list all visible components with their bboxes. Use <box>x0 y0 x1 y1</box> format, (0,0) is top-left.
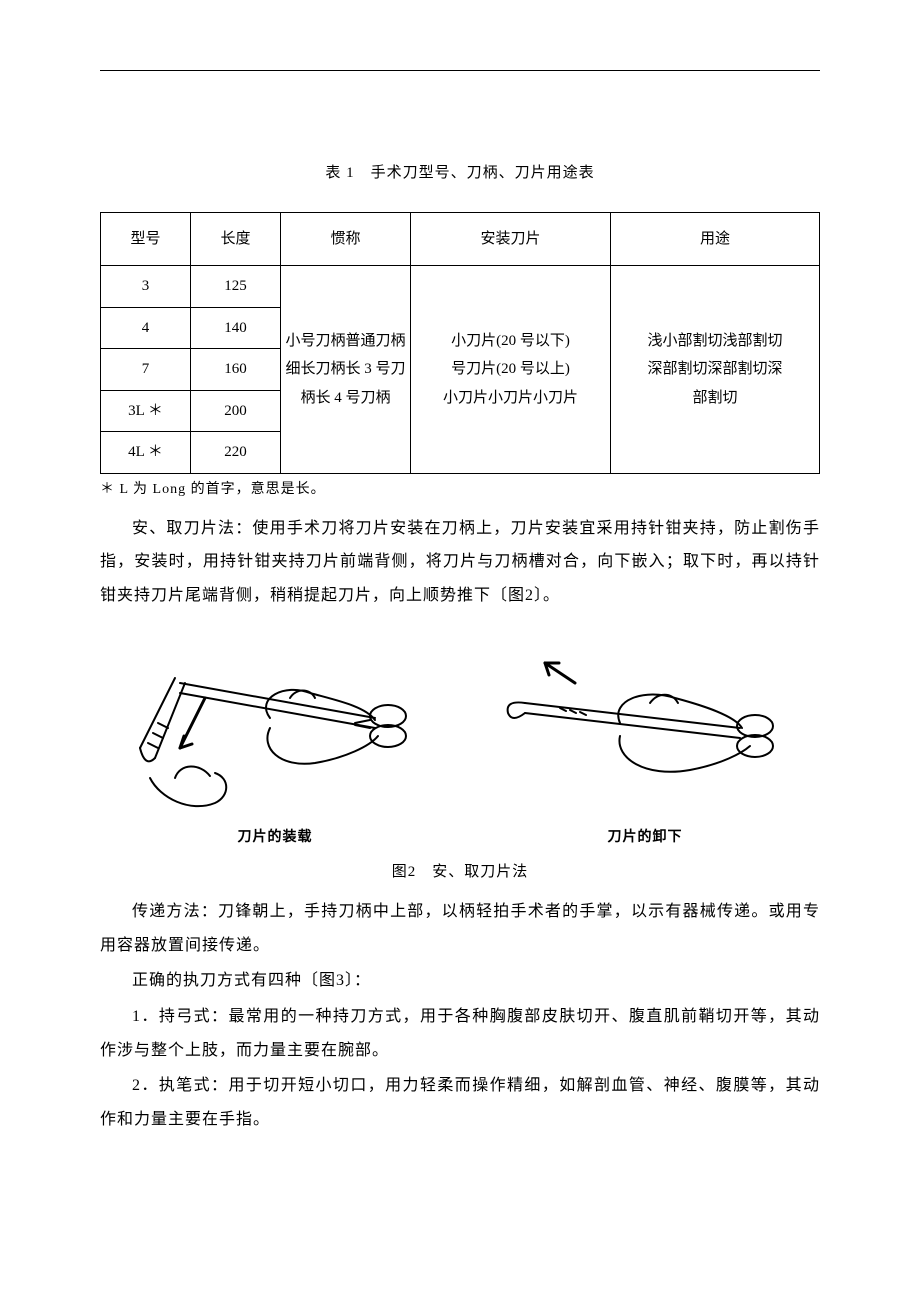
paragraph: 安、取刀片法：使用手术刀将刀片安装在刀柄上，刀片安装宜采用持针钳夹持，防止割伤手… <box>100 512 820 613</box>
top-rule <box>100 70 820 71</box>
col-header-model: 型号 <box>101 213 191 266</box>
remove-blade-illustration <box>490 628 800 818</box>
table-footnote: ＊ L 为 Long 的首字，意思是长。 <box>100 478 820 498</box>
cell-use-merged: 浅小部割切浅部割切深部割切深部割切深部割切 <box>611 266 820 474</box>
col-header-nick: 惯称 <box>281 213 411 266</box>
paragraph: 正确的执刀方式有四种〔图3〕： <box>100 964 820 998</box>
paragraph: 2．执笔式：用于切开短小切口，用力轻柔而操作精细，如解剖血管、神经、腹膜等，其动… <box>100 1069 820 1136</box>
cell-model: 7 <box>101 349 191 391</box>
cell-length: 200 <box>191 390 281 432</box>
body-text-block-2: 传递方法：刀锋朝上，手持刀柄中上部，以柄轻拍手术者的手掌，以示有器械传递。或用专… <box>100 895 820 1136</box>
cell-length: 140 <box>191 307 281 349</box>
col-header-length: 长度 <box>191 213 281 266</box>
col-header-use: 用途 <box>611 213 820 266</box>
cell-length: 160 <box>191 349 281 391</box>
document-page: 表 1 手术刀型号、刀柄、刀片用途表 型号 长度 惯称 安装刀片 用途 3 12… <box>0 0 920 1218</box>
figure-right-label: 刀片的卸下 <box>470 826 820 846</box>
cell-nick-merged: 小号刀柄普通刀柄细长刀柄长 3 号刀柄长 4 号刀柄 <box>281 266 411 474</box>
table-header-row: 型号 长度 惯称 安装刀片 用途 <box>101 213 820 266</box>
table-caption: 表 1 手术刀型号、刀柄、刀片用途表 <box>100 161 820 182</box>
scalpel-table: 型号 长度 惯称 安装刀片 用途 3 125 小号刀柄普通刀柄细长刀柄长 3 号… <box>100 212 820 474</box>
cell-length: 220 <box>191 432 281 474</box>
cell-model: 3L ＊ <box>101 390 191 432</box>
table-row: 3 125 小号刀柄普通刀柄细长刀柄长 3 号刀柄长 4 号刀柄 小刀片(20 … <box>101 266 820 308</box>
figure-left: 刀片的装载 <box>100 628 450 846</box>
install-blade-illustration <box>120 628 430 818</box>
cell-model: 3 <box>101 266 191 308</box>
cell-model: 4 <box>101 307 191 349</box>
paragraph: 传递方法：刀锋朝上，手持刀柄中上部，以柄轻拍手术者的手掌，以示有器械传递。或用专… <box>100 895 820 962</box>
figure-left-label: 刀片的装载 <box>100 826 450 846</box>
cell-length: 125 <box>191 266 281 308</box>
figure-right: 刀片的卸下 <box>470 628 820 846</box>
figure-caption: 图2 安、取刀片法 <box>100 860 820 881</box>
cell-blade-merged: 小刀片(20 号以下)号刀片(20 号以上)小刀片小刀片小刀片 <box>411 266 611 474</box>
figure-row: 刀片的装载 <box>100 628 820 846</box>
paragraph: 1．持弓式：最常用的一种持刀方式，用于各种胸腹部皮肤切开、腹直肌前鞘切开等，其动… <box>100 1000 820 1067</box>
cell-model: 4L ＊ <box>101 432 191 474</box>
col-header-blade: 安装刀片 <box>411 213 611 266</box>
body-text-block-1: 安、取刀片法：使用手术刀将刀片安装在刀柄上，刀片安装宜采用持针钳夹持，防止割伤手… <box>100 512 820 613</box>
